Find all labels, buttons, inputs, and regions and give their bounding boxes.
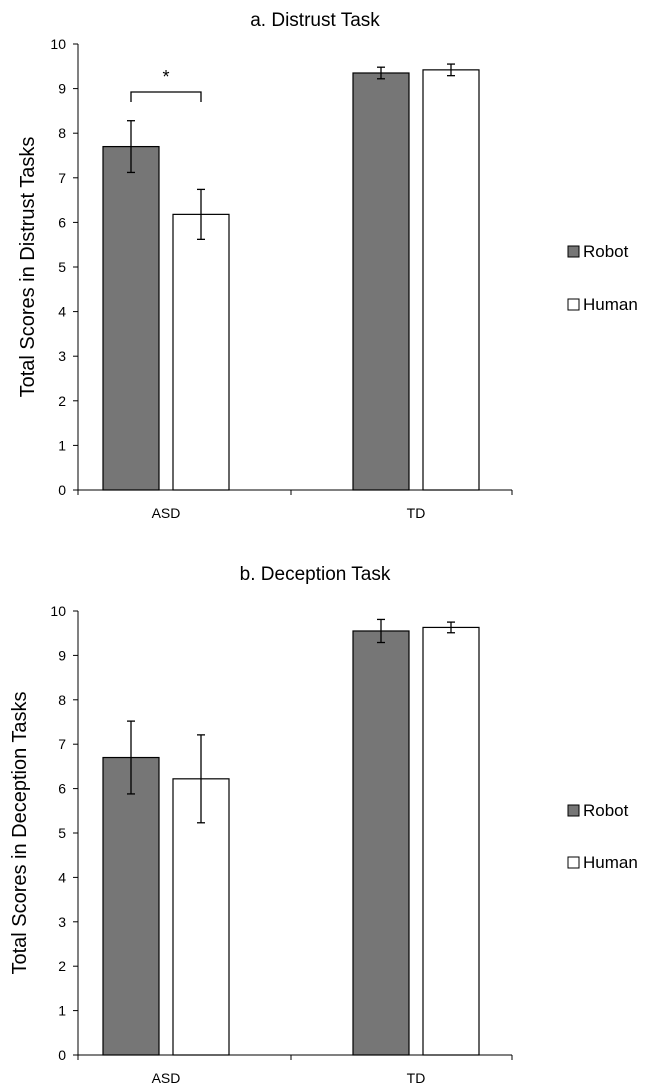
panel-b: b. Deception Task Total Scores in Decepti… xyxy=(9,564,638,1086)
y-tick-label: 1 xyxy=(58,1003,66,1019)
panel-a: a. Distrust Task Total Scores in Distrust… xyxy=(17,10,638,521)
legend-label-robot: Robot xyxy=(583,242,629,261)
y-tick-label: 1 xyxy=(58,437,66,453)
y-tick-label: 5 xyxy=(58,825,66,841)
x-tick-label: ASD xyxy=(152,1070,181,1085)
y-axis-label: Total Scores in Distrust Tasks xyxy=(17,137,39,398)
y-tick-label: 10 xyxy=(50,36,66,52)
significance-bracket xyxy=(130,91,202,102)
legend-label-robot: Robot xyxy=(583,801,629,820)
legend-swatch-human xyxy=(567,298,580,311)
y-tick-label: 4 xyxy=(58,304,66,320)
bar-human-td xyxy=(422,626,480,1056)
y-tick-label: 0 xyxy=(58,482,66,498)
y-tick-label: 3 xyxy=(58,348,66,364)
bar-robot-asd xyxy=(102,756,160,1056)
y-tick-label: 10 xyxy=(50,603,66,619)
chart-title: a. Distrust Task xyxy=(250,10,380,31)
y-tick-label: 3 xyxy=(58,914,66,930)
y-tick-label: 8 xyxy=(58,692,66,708)
significance-marker: * xyxy=(162,67,169,87)
y-tick-label: 2 xyxy=(58,958,66,974)
legend-swatch-robot xyxy=(567,245,580,258)
y-tick-label: 5 xyxy=(58,259,66,275)
y-tick-label: 4 xyxy=(58,869,66,885)
bar-robot-td xyxy=(352,630,410,1056)
legend-swatch-robot xyxy=(567,804,580,817)
y-tick-label: 2 xyxy=(58,393,66,409)
legend-label-human: Human xyxy=(583,295,638,314)
bar-human-asd xyxy=(172,213,230,491)
y-tick-label: 8 xyxy=(58,125,66,141)
legend-label-human: Human xyxy=(583,853,638,872)
y-tick-label: 9 xyxy=(58,647,66,663)
x-tick-label: ASD xyxy=(152,505,181,521)
y-axis-label: Total Scores in Deception Tasks xyxy=(9,691,31,974)
x-tick-label: TD xyxy=(407,1070,426,1085)
x-tick-label: TD xyxy=(407,505,426,521)
bar-human-td xyxy=(422,69,480,491)
chart-title: b. Deception Task xyxy=(240,564,391,585)
bar-robot-td xyxy=(352,72,410,491)
y-tick-label: 6 xyxy=(58,781,66,797)
y-tick-label: 7 xyxy=(58,170,66,186)
bar-human-asd xyxy=(172,778,230,1056)
y-tick-label: 7 xyxy=(58,736,66,752)
legend-swatch-human xyxy=(567,856,580,869)
bar-robot-asd xyxy=(102,145,160,491)
y-tick-label: 0 xyxy=(58,1047,66,1063)
y-tick-label: 6 xyxy=(58,214,66,230)
y-tick-label: 9 xyxy=(58,81,66,97)
